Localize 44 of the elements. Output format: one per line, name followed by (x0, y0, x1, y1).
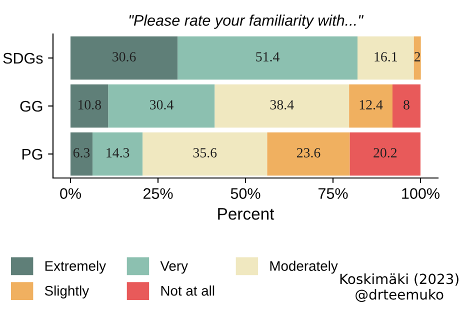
chart-title: "Please rate your familiarity with..." (129, 14, 364, 29)
data-label: 12.4 (360, 100, 383, 110)
data-label: 8 (404, 100, 410, 110)
text: Koskimäki (2023) @drteemuko (340, 273, 458, 302)
bar (267, 132, 350, 176)
bar (92, 132, 143, 176)
x-tick-label: 50% (230, 188, 260, 199)
data-label: 16.1 (374, 52, 397, 62)
bar (70, 132, 93, 176)
bar (70, 36, 178, 80)
x-tick-label: 25% (143, 188, 173, 199)
data-label: 10.8 (78, 100, 102, 110)
bar (142, 132, 268, 176)
data-label: 23.6 (296, 148, 320, 158)
bar (70, 84, 108, 128)
legend-label: Very (160, 261, 188, 274)
data-label: 30.6 (112, 52, 136, 62)
y-tick-label: GG (20, 100, 42, 112)
data-label: 2 (414, 52, 420, 62)
bar (214, 84, 350, 128)
legend-label: Not at all (161, 286, 214, 296)
x-axis-title: Percent (218, 208, 274, 220)
bar (392, 84, 420, 128)
bar (108, 84, 215, 128)
bar (350, 132, 420, 176)
x-tick-label: 75% (318, 188, 348, 199)
legend-label: Moderately (270, 260, 338, 274)
bar (414, 36, 421, 80)
x-tick-label: 100% (402, 188, 440, 199)
x-tick-label: 0% (60, 188, 81, 199)
data-label: 14.3 (106, 148, 130, 158)
y-tick-label: SDGs (3, 52, 43, 64)
data-label: 6.3 (73, 148, 90, 158)
bar (349, 84, 392, 128)
data-label: 35.6 (193, 148, 217, 158)
legend-label: Slightly (44, 286, 90, 298)
data-label: 51.4 (256, 52, 280, 62)
y-tick-label: PG (22, 148, 42, 160)
data-label: 20.2 (374, 148, 397, 158)
legend-label: Extremely (45, 260, 106, 274)
data-label: 30.4 (150, 100, 174, 110)
bar (178, 36, 358, 80)
data-label: 38.4 (270, 100, 294, 110)
bar (358, 36, 414, 80)
